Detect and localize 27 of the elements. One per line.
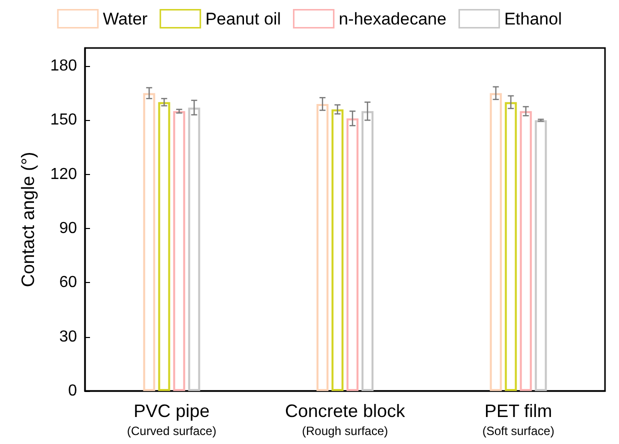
bar (316, 104, 328, 391)
y-tick-label: 30 (59, 328, 78, 346)
bar (520, 111, 532, 391)
bar (143, 93, 156, 391)
bar (173, 111, 186, 391)
x-tick-label: PVC pipe (Curved surface) (126, 401, 216, 438)
y-tick-label: 0 (68, 382, 78, 400)
x-tick-label: PET film (Soft surface) (482, 401, 554, 438)
bar (504, 102, 517, 391)
bar (158, 102, 170, 391)
bar (188, 108, 200, 391)
legend-label: Ethanol (504, 9, 562, 28)
bar (490, 93, 502, 391)
y-tick-label: 150 (50, 112, 78, 129)
bar (332, 109, 344, 391)
y-tick-label: 120 (50, 166, 78, 183)
y-tick-label: 60 (59, 274, 78, 292)
bar (534, 120, 547, 391)
y-axis-title: Contact angle (°) (18, 152, 38, 288)
bar (346, 118, 358, 391)
legend-label: Water (102, 9, 148, 28)
y-tick-label: 90 (59, 220, 78, 238)
x-tick-label: Concrete block (Rough surface) (284, 401, 406, 438)
legend-label: n-hexadecane (338, 9, 446, 28)
legend-label: Peanut oil (205, 9, 281, 28)
y-tick-label: 180 (50, 58, 78, 75)
bar (362, 111, 374, 391)
